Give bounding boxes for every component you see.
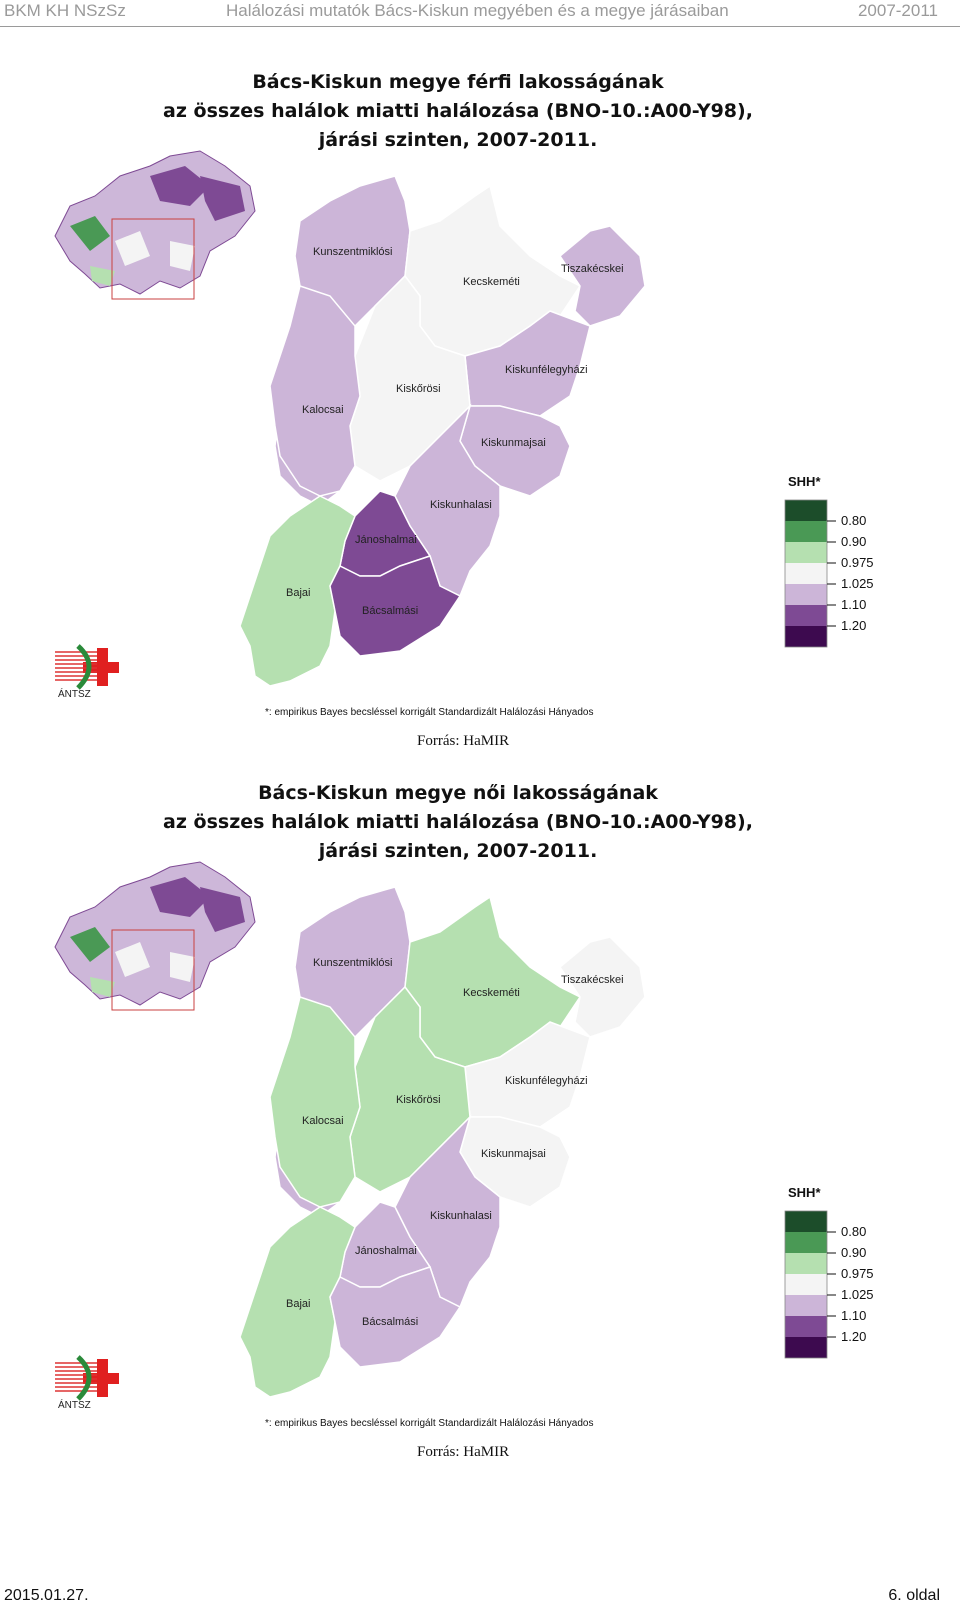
label-Bajai: Bajai xyxy=(286,1298,310,1310)
label-Kiskunmajsai: Kiskunmajsai xyxy=(481,437,546,449)
inset-highlight xyxy=(111,929,195,1011)
district-Tiszakécskei xyxy=(559,936,646,1038)
legend-swatch-5 xyxy=(785,1316,827,1337)
county-districts xyxy=(239,175,646,687)
map-panel-male: Bács-Kiskun megye férfi lakosságának az … xyxy=(0,26,960,746)
legend-swatch-0 xyxy=(785,500,827,521)
legend-title: SHH* xyxy=(788,1185,821,1200)
title-line-1: Bács-Kiskun megye női lakosságának xyxy=(258,782,658,804)
legend-label-5: 1.20 xyxy=(841,1329,866,1344)
page-header: BKM KH NSzSz Halálozási mutatók Bács-Kis… xyxy=(0,0,960,27)
footer-page: 6. oldal xyxy=(888,1587,940,1604)
title-line-3: járási szinten, 2007-2011. xyxy=(318,129,598,151)
legend-swatch-2 xyxy=(785,1253,827,1274)
footnote: *: empirikus Bayes becsléssel korrigált … xyxy=(265,707,594,718)
legend-label-1: 0.90 xyxy=(841,534,866,549)
legend-swatch-1 xyxy=(785,521,827,542)
legend-swatch-1 xyxy=(785,1232,827,1253)
label-Kiskőrösi: Kiskőrösi xyxy=(396,1094,441,1106)
legend-label-4: 1.10 xyxy=(841,597,866,612)
legend-swatch-4 xyxy=(785,1295,827,1316)
title-line-3: járási szinten, 2007-2011. xyxy=(318,840,598,862)
label-Kiskőrösi: Kiskőrösi xyxy=(396,383,441,395)
legend-swatch-3 xyxy=(785,563,827,584)
inset-highlight xyxy=(111,218,195,300)
label-Kiskunfélegyházi: Kiskunfélegyházi xyxy=(505,364,588,376)
legend-swatch-3 xyxy=(785,1274,827,1295)
district-Tiszakécskei xyxy=(559,225,646,327)
legend-title: SHH* xyxy=(788,474,821,489)
label-Kunszentmiklósi: Kunszentmiklósi xyxy=(313,957,392,969)
legend-label-1: 0.90 xyxy=(841,1245,866,1260)
legend-label-0: 0.80 xyxy=(841,513,866,528)
label-Kalocsai: Kalocsai xyxy=(302,404,344,416)
map-panel-female: Bács-Kiskun megye női lakosságának az ös… xyxy=(0,737,960,1457)
legend-swatch-6 xyxy=(785,1337,827,1358)
source-note: Forrás: HaMIR xyxy=(417,1444,509,1457)
footnote: *: empirikus Bayes becsléssel korrigált … xyxy=(265,1418,594,1429)
header-period: 2007-2011 xyxy=(857,1,938,20)
legend: SHH* 0.80 0.90 0.975 1.025 1.10 1.20 xyxy=(784,474,874,648)
legend-swatch-4 xyxy=(785,584,827,605)
label-Kiskunhalasi: Kiskunhalasi xyxy=(430,499,492,511)
legend-label-3: 1.025 xyxy=(841,1287,874,1302)
district-Kalocsai xyxy=(269,285,361,497)
district-map: Bács-Kiskun megye férfi lakosságának az … xyxy=(54,71,874,746)
source-note: Forrás: HaMIR xyxy=(417,733,509,746)
logo-text: ÁNTSZ xyxy=(58,1398,91,1411)
title-line-2: az összes halálok miatti halálozása (BNO… xyxy=(163,811,753,833)
county-districts xyxy=(239,886,646,1398)
legend-label-3: 1.025 xyxy=(841,576,874,591)
hungary-inset-map xyxy=(54,861,256,1011)
legend: SHH* 0.80 0.90 0.975 1.025 1.10 1.20 xyxy=(784,1185,874,1359)
label-Kiskunmajsai: Kiskunmajsai xyxy=(481,1148,546,1160)
header-left: BKM KH NSzSz xyxy=(4,1,126,20)
legend-frame xyxy=(784,1210,828,1359)
legend-label-5: 1.20 xyxy=(841,618,866,633)
legend-label-2: 0.975 xyxy=(841,1266,874,1281)
title-line-2: az összes halálok miatti halálozása (BNO… xyxy=(163,100,753,122)
legend-swatch-5 xyxy=(785,605,827,626)
district-labels: Kunszentmiklósi Kecskeméti Tiszakécskei … xyxy=(286,246,624,617)
legend-frame xyxy=(784,499,828,648)
label-Bácsalmási: Bácsalmási xyxy=(362,1316,418,1328)
district-Bácsalmási xyxy=(329,555,462,657)
district-Kalocsai xyxy=(269,996,361,1208)
legend-label-4: 1.10 xyxy=(841,1308,866,1323)
legend-swatch-6 xyxy=(785,626,827,647)
district-labels: Kunszentmiklósi Kecskeméti Tiszakécskei … xyxy=(286,957,624,1328)
map-title: Bács-Kiskun megye férfi lakosságának az … xyxy=(163,71,753,151)
label-Tiszakécskei: Tiszakécskei xyxy=(561,974,624,986)
label-Bácsalmási: Bácsalmási xyxy=(362,605,418,617)
label-Bajai: Bajai xyxy=(286,587,310,599)
legend-swatch-0 xyxy=(785,1211,827,1232)
page-footer: 2015.01.27. 6. oldal xyxy=(0,1585,960,1609)
hungary-inset-map xyxy=(54,150,256,300)
label-Kunszentmiklósi: Kunszentmiklósi xyxy=(313,246,392,258)
legend-swatch-2 xyxy=(785,542,827,563)
district-Bajai xyxy=(239,495,356,687)
label-Jánoshalmai: Jánoshalmai xyxy=(355,1245,417,1257)
logo-text: ÁNTSZ xyxy=(58,687,91,700)
antsz-logo: ÁNTSZ xyxy=(55,644,119,700)
label-Kiskunfélegyházi: Kiskunfélegyházi xyxy=(505,1075,588,1087)
label-Tiszakécskei: Tiszakécskei xyxy=(561,263,624,275)
label-Kecskeméti: Kecskeméti xyxy=(463,276,520,288)
title-line-1: Bács-Kiskun megye férfi lakosságának xyxy=(252,71,664,93)
district-Bácsalmási xyxy=(329,1266,462,1368)
district-map: Bács-Kiskun megye női lakosságának az ös… xyxy=(54,782,874,1457)
antsz-logo: ÁNTSZ xyxy=(55,1355,119,1411)
footer-date: 2015.01.27. xyxy=(4,1587,89,1604)
legend-label-2: 0.975 xyxy=(841,555,874,570)
district-Bajai xyxy=(239,1206,356,1398)
header-title: Halálozási mutatók Bács-Kiskun megyében … xyxy=(226,1,729,20)
map-title: Bács-Kiskun megye női lakosságának az ös… xyxy=(163,782,753,862)
label-Kecskeméti: Kecskeméti xyxy=(463,987,520,999)
legend-label-0: 0.80 xyxy=(841,1224,866,1239)
label-Kalocsai: Kalocsai xyxy=(302,1115,344,1127)
label-Jánoshalmai: Jánoshalmai xyxy=(355,534,417,546)
label-Kiskunhalasi: Kiskunhalasi xyxy=(430,1210,492,1222)
